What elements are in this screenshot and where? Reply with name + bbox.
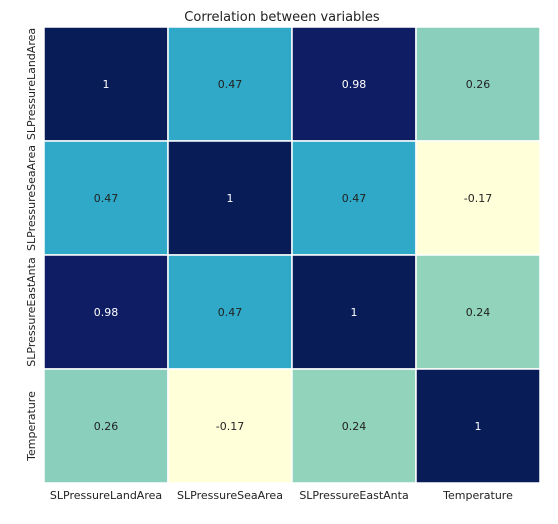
y-tick-label-3: Temperature <box>25 391 38 462</box>
cell-value-label-r0-c3: 0.26 <box>466 78 491 91</box>
x-tick-label-3: Temperature <box>442 489 513 502</box>
cell-value-label-r1-c3: -0.17 <box>464 192 492 205</box>
y-tick-label-1: SLPressureSeaArea <box>25 145 38 251</box>
heatmap-cell-labels: 1 0.47 0.98 0.26 0.47 1 0.47 -0.17 0.98 0.47 1 0.24… <box>94 78 492 433</box>
heatmap-cell-r0-c1 <box>167 26 293 142</box>
x-tick-label-0: SLPressureLandArea <box>50 489 162 502</box>
x-axis-tick-labels: SLPressureLandArea SLPressureSeaArea SLPre… <box>50 489 513 502</box>
heatmap-cell-r1-c3 <box>415 140 541 256</box>
cell-value-label-r1-c1: 1 <box>227 192 234 205</box>
x-tick-label-1: SLPressureSeaArea <box>177 489 283 502</box>
cell-value-label-r3-c0: 0.26 <box>94 420 119 433</box>
heatmap-cell-r0-c3 <box>415 26 541 142</box>
cell-value-label-r1-c0: 0.47 <box>94 192 119 205</box>
heatmap-cells <box>43 26 541 484</box>
cell-value-label-r2-c1: 0.47 <box>218 306 243 319</box>
cell-value-label-r3-c3: 1 <box>475 420 482 433</box>
heatmap-cell-r1-c0 <box>43 140 169 256</box>
heatmap-cell-r1-c1 <box>167 140 293 256</box>
heatmap-cell-r0-c2 <box>291 26 417 142</box>
cell-value-label-r0-c1: 0.47 <box>218 78 243 91</box>
cell-value-label-r3-c1: -0.17 <box>216 420 244 433</box>
cell-value-label-r2-c0: 0.98 <box>94 306 119 319</box>
heatmap-cell-r3-c3 <box>415 368 541 484</box>
chart-title: Correlation between variables <box>184 10 380 25</box>
cell-value-label-r0-c0: 1 <box>103 78 110 91</box>
cell-value-label-r3-c2: 0.24 <box>342 420 367 433</box>
heatmap-cell-r3-c0 <box>43 368 169 484</box>
heatmap-cell-r0-c0 <box>43 26 169 142</box>
cell-value-label-r2-c2: 1 <box>351 306 358 319</box>
y-tick-label-0: SLPressureLandArea <box>25 28 38 140</box>
heatmap-cell-r2-c1 <box>167 254 293 370</box>
heatmap-cell-r3-c1 <box>167 368 293 484</box>
x-tick-label-2: SLPressureEastAnta <box>299 489 408 502</box>
cell-value-label-r1-c2: 0.47 <box>342 192 367 205</box>
heatmap-cell-r2-c3 <box>415 254 541 370</box>
y-tick-label-2: SLPressureEastAnta <box>25 257 38 366</box>
cell-value-label-r2-c3: 0.24 <box>466 306 491 319</box>
cell-value-label-r0-c2: 0.98 <box>342 78 367 91</box>
y-axis-tick-labels: SLPressureLandArea SLPressureSeaArea SLPre… <box>25 28 38 462</box>
